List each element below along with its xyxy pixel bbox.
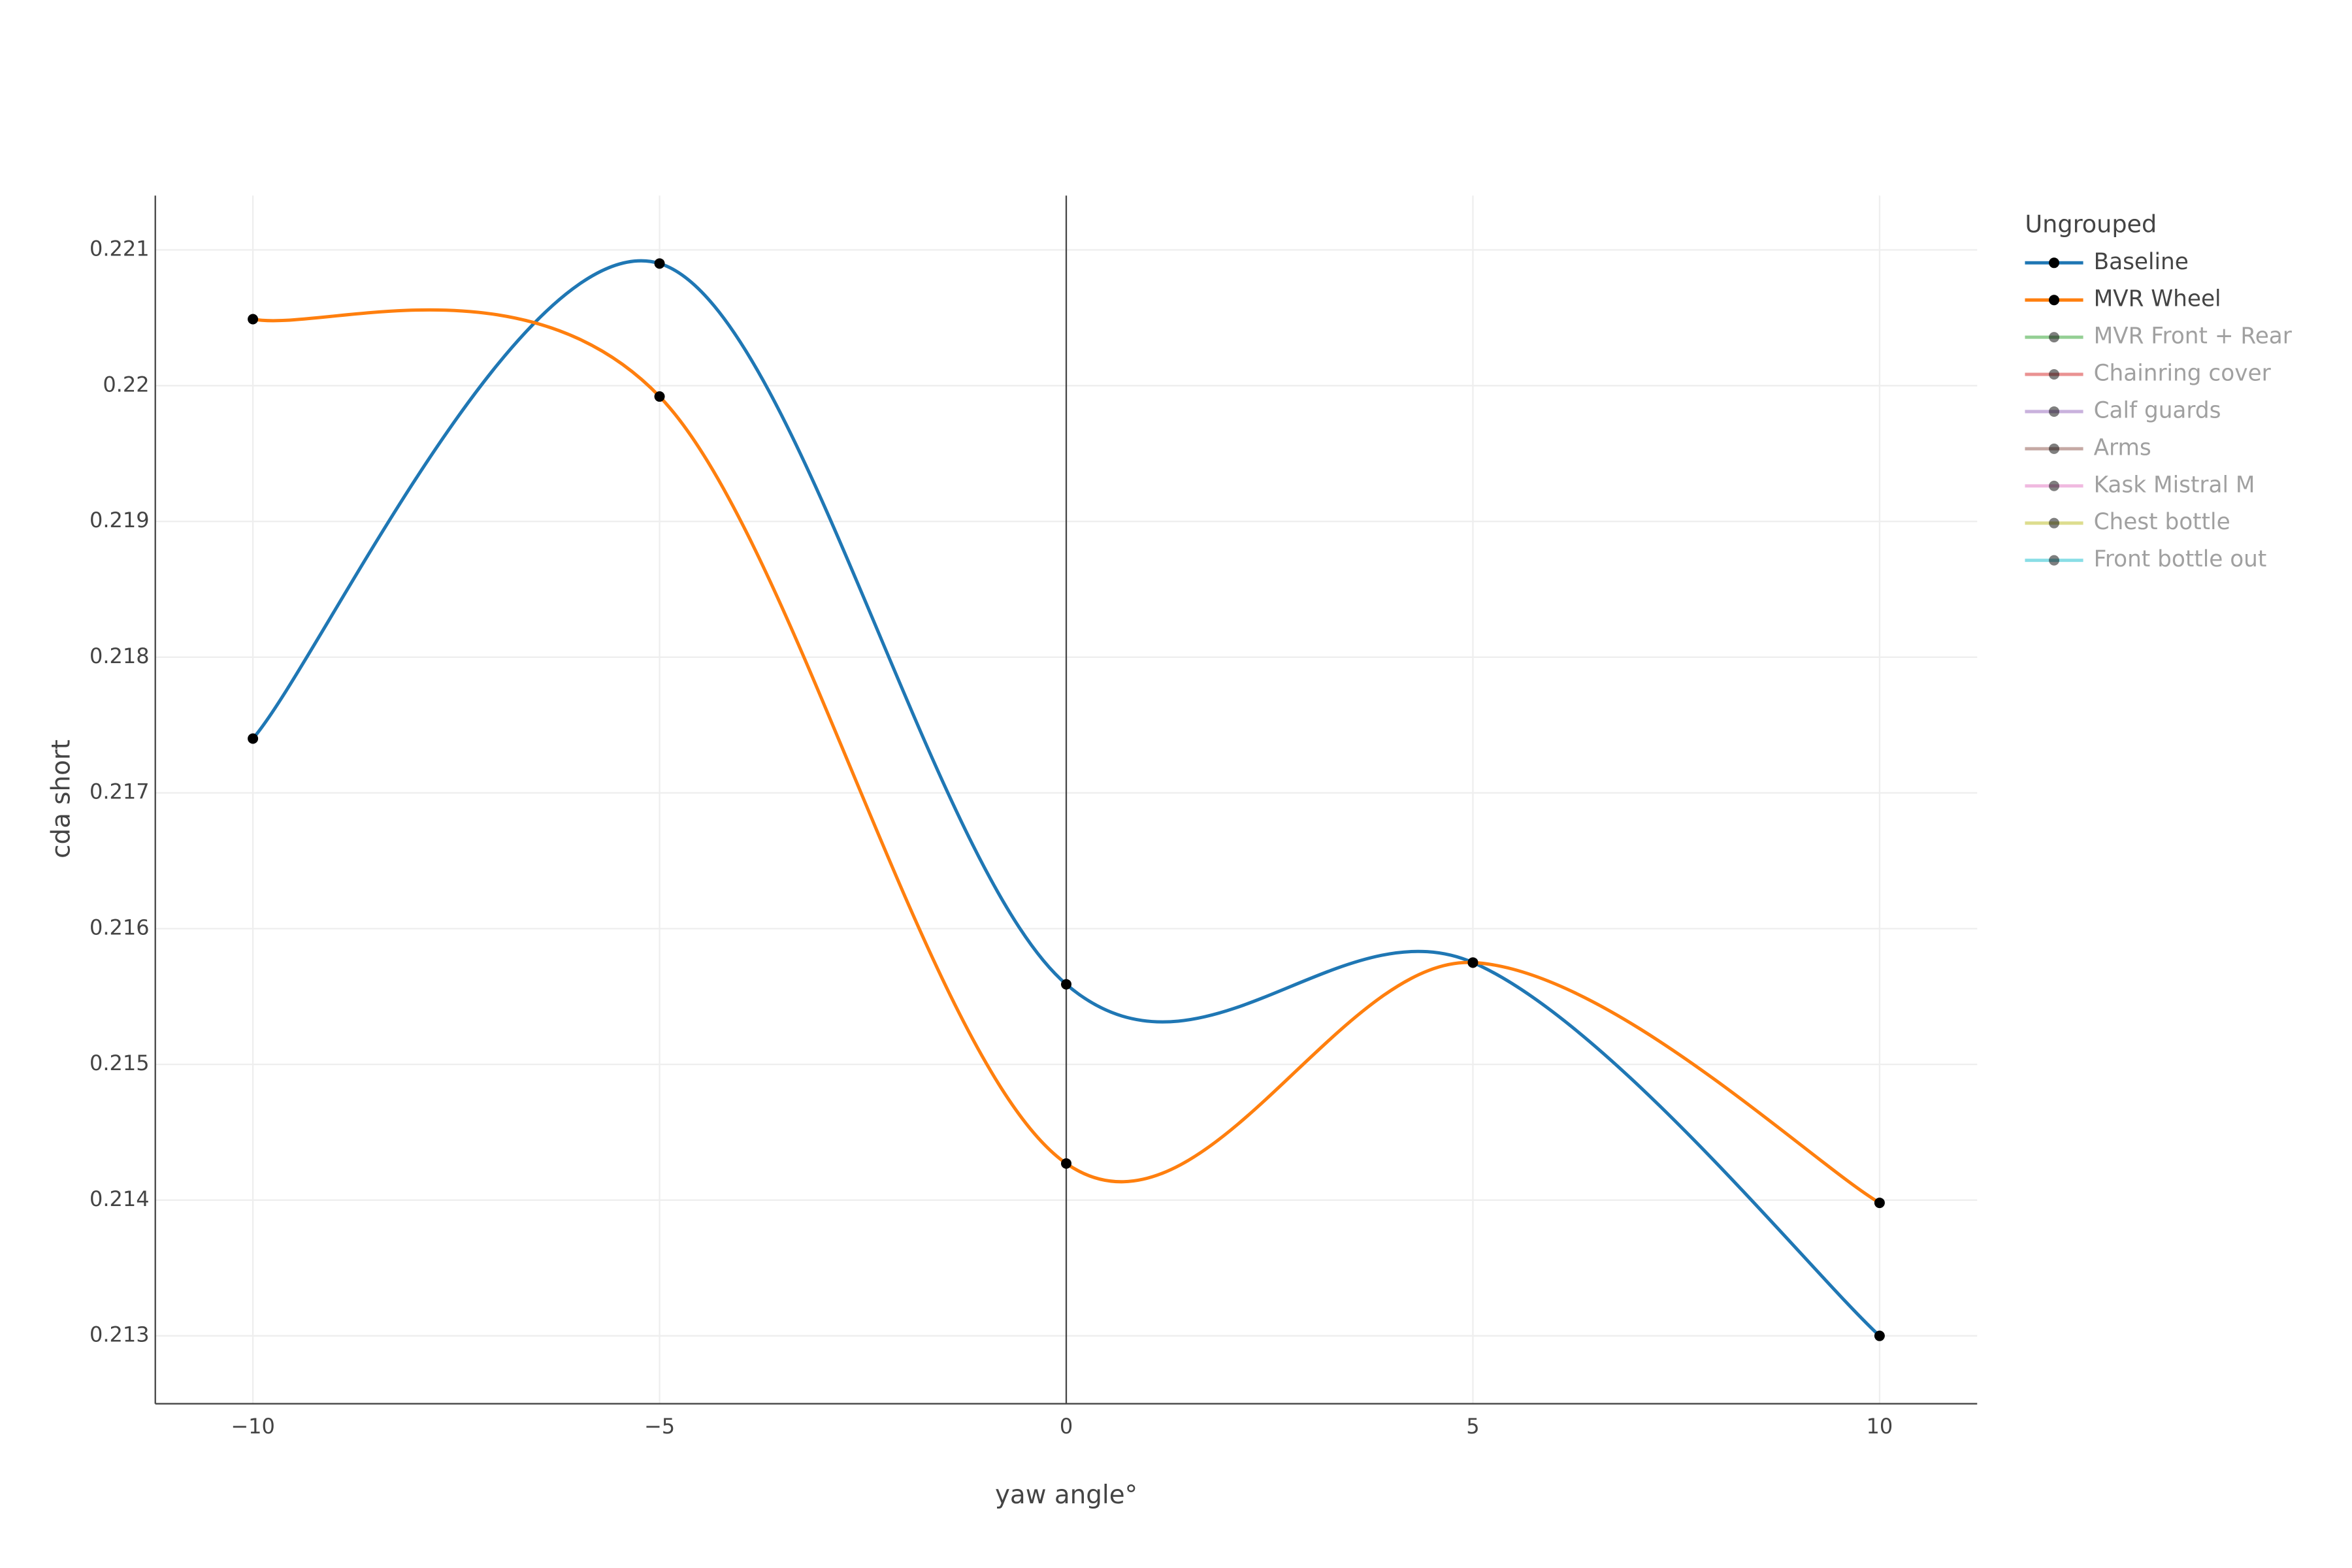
y-tick-label: 0.214 [90,1186,150,1211]
y-tick-label: 0.217 [90,779,150,804]
data-point [654,258,665,269]
legend-marker[interactable] [2049,443,2059,454]
legend-label[interactable]: MVR Wheel [2094,286,2221,312]
data-point [1874,1198,1885,1209]
y-tick-label: 0.22 [103,372,149,397]
data-point [1874,1330,1885,1341]
data-point [1467,957,1478,968]
legend-marker[interactable] [2049,369,2059,380]
legend-title: Ungrouped [2025,210,2157,238]
y-tick-label: 0.216 [90,915,150,939]
line-series [252,259,1881,1337]
legend-marker[interactable] [2049,406,2059,417]
legend-label[interactable]: Front bottle out [2094,546,2267,572]
data-point [654,391,665,402]
legend-marker[interactable] [2049,517,2059,529]
x-tick-label: 0 [1060,1414,1073,1439]
x-tick-label: 10 [1867,1414,1893,1439]
y-tick-label: 0.215 [90,1051,150,1075]
legend-label[interactable]: MVR Front + Rear [2094,323,2293,350]
legend-label[interactable]: Chainring cover [2094,361,2272,387]
legend-marker[interactable] [2049,295,2059,306]
legend-marker[interactable] [2049,555,2059,566]
data-point [248,733,259,744]
legend-label[interactable]: Calf guards [2094,397,2221,423]
legend-label[interactable]: Baseline [2094,249,2189,275]
y-axis-title: cda short [47,740,76,858]
y-tick-label: 0.219 [90,508,150,532]
data-point [248,314,259,325]
x-tick-label: −5 [644,1414,675,1439]
data-point [1061,979,1071,990]
legend-marker[interactable] [2049,257,2059,269]
data-point [1061,1158,1071,1169]
y-tick-label: 0.221 [90,237,150,261]
x-axis-title: yaw angle° [995,1480,1137,1510]
x-tick-label: −10 [231,1414,275,1439]
legend-label[interactable]: Kask Mistral M [2094,472,2255,498]
legend-marker[interactable] [2049,332,2059,343]
legend-label[interactable]: Chest bottle [2094,509,2230,535]
y-tick-label: 0.218 [90,644,150,668]
legend-marker[interactable] [2049,480,2059,491]
legend-label[interactable]: Arms [2094,434,2151,461]
y-tick-label: 0.213 [90,1322,150,1347]
line-series [252,308,1881,1205]
x-tick-label: 5 [1466,1414,1479,1439]
